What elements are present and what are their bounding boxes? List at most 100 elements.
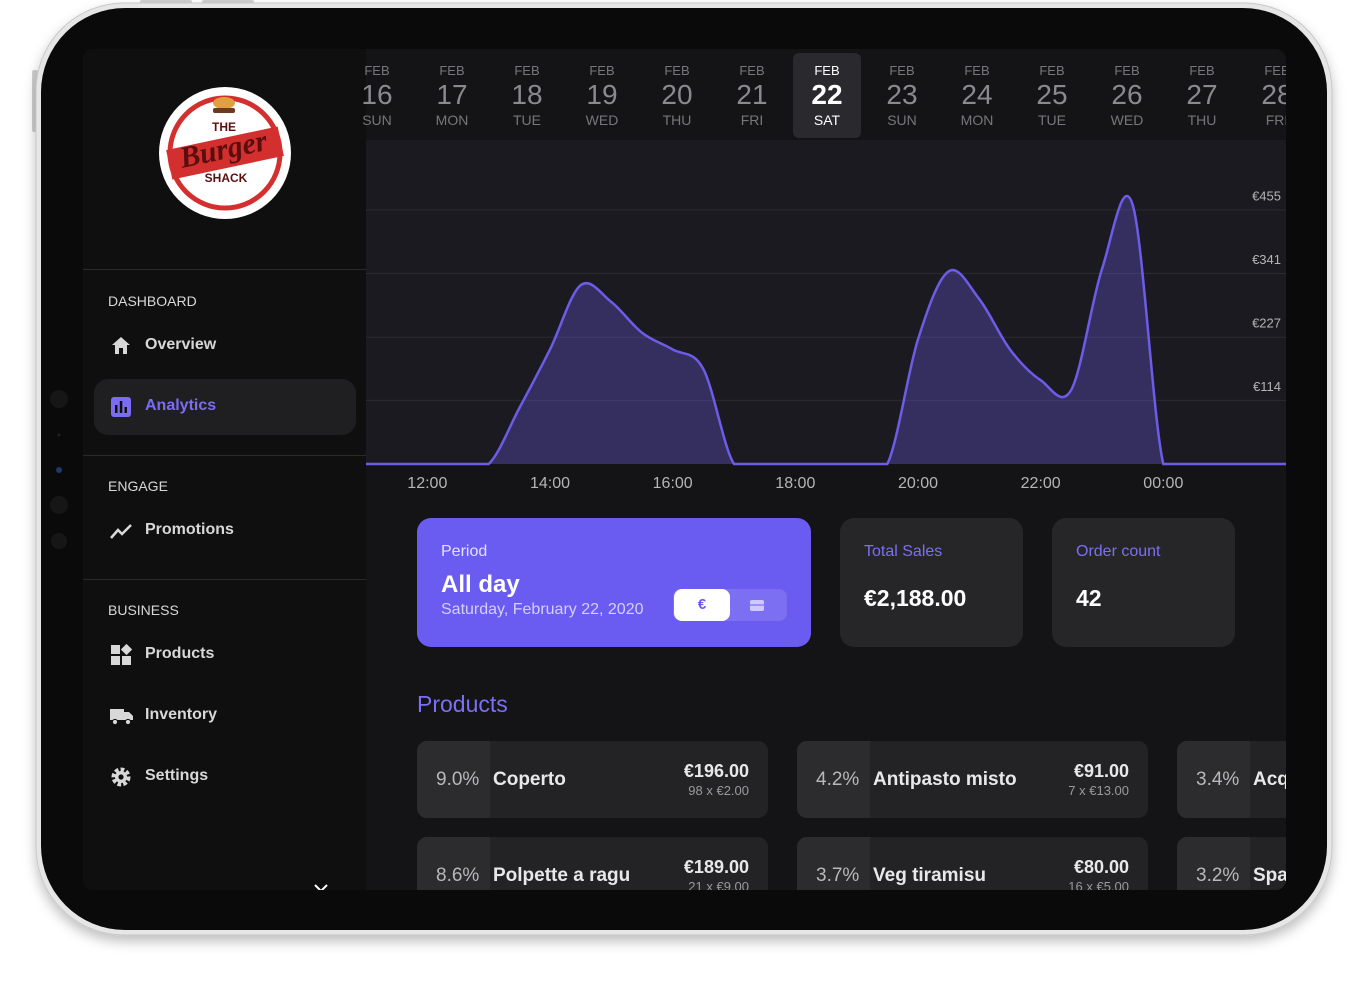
- product-share-bg: [1177, 741, 1250, 818]
- nav-icon: [110, 520, 134, 542]
- date-item[interactable]: FEB 26 WED: [1093, 53, 1161, 138]
- date-month: FEB: [1114, 63, 1140, 78]
- date-weekday: TUE: [513, 112, 541, 128]
- nav-active-bg: [94, 379, 356, 435]
- toggle-count[interactable]: [749, 597, 765, 613]
- product-detail: 16 x €5.00: [1068, 879, 1129, 890]
- x-tick-label: 12:00: [407, 475, 447, 492]
- date-month: FEB: [514, 63, 540, 78]
- product-card[interactable]: 9.0% Coperto €196.00 98 x €2.00: [417, 741, 768, 818]
- section-title: BUSINESS: [108, 602, 179, 618]
- date-weekday: MON: [960, 112, 994, 128]
- stat-value: 42: [1076, 585, 1102, 611]
- date-item[interactable]: FEB 22 SAT: [793, 53, 861, 138]
- toggle-currency[interactable]: €: [674, 589, 730, 621]
- nav-item[interactable]: Analytics: [145, 397, 217, 414]
- logo-bun: [213, 97, 235, 109]
- product-card[interactable]: 4.2% Antipasto misto €91.00 7 x €13.00: [797, 741, 1148, 818]
- nav-icon: [110, 766, 134, 788]
- logo-text: SHACK: [205, 171, 248, 185]
- scroll-chevron[interactable]: [313, 880, 329, 890]
- date-month: FEB: [739, 63, 765, 78]
- period-label: Period: [441, 543, 488, 560]
- date-day: 26: [1111, 79, 1143, 110]
- date-month: FEB: [439, 63, 465, 78]
- sidebar: DASHBOARD Overview Analytics ENGAGE Promotio…: [83, 49, 366, 890]
- y-tick-label: €114: [1253, 379, 1281, 394]
- date-month: FEB: [1264, 63, 1286, 78]
- product-share-bg: [797, 837, 870, 890]
- date-weekday: WED: [1110, 112, 1144, 128]
- date-item[interactable]: FEB 27 THU: [1168, 53, 1236, 138]
- product-detail: 7 x €13.00: [1068, 783, 1129, 798]
- x-tick-label: 18:00: [775, 475, 815, 492]
- date-weekday: MON: [435, 112, 469, 128]
- nav-item[interactable]: Products: [145, 645, 215, 662]
- logo-patty: [213, 108, 235, 113]
- product-card[interactable]: 3.7% Veg tiramisu €80.00 16 x €5.00: [797, 837, 1148, 890]
- product-share: 3.2%: [1196, 865, 1240, 886]
- date-item[interactable]: FEB 23 SUN: [868, 53, 936, 138]
- date-day: 19: [586, 79, 618, 110]
- nav-item[interactable]: Settings: [145, 767, 209, 784]
- date-weekday: THU: [1187, 112, 1217, 128]
- icon: [110, 709, 133, 726]
- date-item[interactable]: FEB 21 FRI: [718, 53, 786, 138]
- date-month: FEB: [964, 63, 990, 78]
- date-month: FEB: [814, 63, 840, 78]
- date-month: FEB: [1189, 63, 1215, 78]
- y-tick-label: €227: [1252, 316, 1281, 331]
- date-item[interactable]: FEB 19 WED: [568, 53, 636, 138]
- date-day: 21: [736, 79, 768, 110]
- divider: [83, 269, 366, 270]
- product-share-bg: [417, 741, 490, 818]
- date-item[interactable]: FEB 16 SUN: [343, 53, 411, 138]
- date-item[interactable]: FEB 18 TUE: [493, 53, 561, 138]
- product-share-bg: [1177, 837, 1250, 890]
- nav-item[interactable]: Inventory: [145, 706, 218, 723]
- icon: [111, 643, 133, 665]
- date-day: 25: [1036, 79, 1068, 110]
- product-share: 3.4%: [1196, 769, 1240, 790]
- date-month: FEB: [1039, 63, 1065, 78]
- date-weekday: FRI: [740, 112, 764, 128]
- stat-value: €2,188.00: [864, 585, 967, 611]
- product-card[interactable]: 8.6% Polpette a ragu €189.00 21 x €9.00: [417, 837, 768, 890]
- product-card[interactable]: 3.2% Spag: [1177, 837, 1286, 890]
- icon: [110, 524, 132, 539]
- icon: [111, 397, 131, 417]
- date-day: 22: [811, 79, 843, 110]
- view-toggle: €: [673, 589, 787, 621]
- stat-card: Order count 42: [1052, 518, 1235, 647]
- date-day: 16: [361, 79, 393, 110]
- date-day: 27: [1186, 79, 1218, 110]
- box-icon[interactable]: [749, 597, 765, 613]
- date-day: 17: [436, 79, 468, 110]
- product-name: Spag: [1253, 865, 1286, 886]
- product-name: Coperto: [493, 769, 566, 790]
- stat-card: Total Sales €2,188.00: [840, 518, 1023, 647]
- nav-item[interactable]: Promotions: [145, 521, 234, 538]
- date-day: 18: [511, 79, 543, 110]
- screen: DASHBOARD Overview Analytics ENGAGE Promotio…: [83, 49, 1286, 890]
- product-card[interactable]: 3.4% Acqu: [1177, 741, 1286, 818]
- nav-icon: [110, 643, 134, 666]
- section-title: DASHBOARD: [108, 293, 197, 309]
- product-name: Acqu: [1253, 769, 1286, 790]
- product-total: €196.00: [683, 761, 749, 781]
- date-item[interactable]: FEB 17 MON: [418, 53, 486, 138]
- divider: [83, 579, 366, 580]
- stat-label: Total Sales: [864, 543, 943, 560]
- date-item[interactable]: FEB 24 MON: [943, 53, 1011, 138]
- product-share-bg: [417, 837, 490, 890]
- product-share: 3.7%: [816, 865, 860, 886]
- product-total: €80.00: [1073, 857, 1129, 877]
- date-day: 24: [961, 79, 993, 110]
- chevron[interactable]: [313, 883, 329, 890]
- date-item[interactable]: FEB 25 TUE: [1018, 53, 1086, 138]
- x-tick-label: 16:00: [653, 475, 693, 492]
- date-month: FEB: [589, 63, 615, 78]
- date-item[interactable]: FEB 20 THU: [643, 53, 711, 138]
- nav-item[interactable]: Overview: [145, 336, 217, 353]
